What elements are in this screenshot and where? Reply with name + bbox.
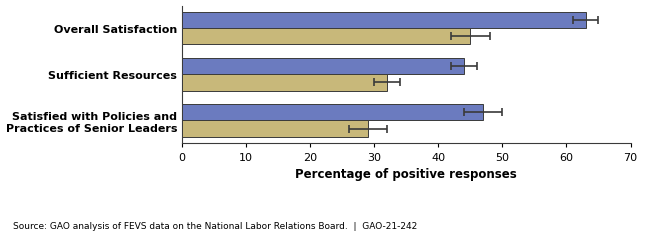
- Bar: [182, 121, 368, 137]
- Bar: [182, 75, 387, 91]
- Text: Source: GAO analysis of FEVS data on the National Labor Relations Board.  |  GAO: Source: GAO analysis of FEVS data on the…: [13, 221, 417, 230]
- Bar: [182, 105, 483, 121]
- Bar: [182, 13, 586, 29]
- X-axis label: Percentage of positive responses: Percentage of positive responses: [295, 168, 517, 181]
- Bar: [182, 29, 471, 45]
- Bar: [182, 59, 464, 75]
